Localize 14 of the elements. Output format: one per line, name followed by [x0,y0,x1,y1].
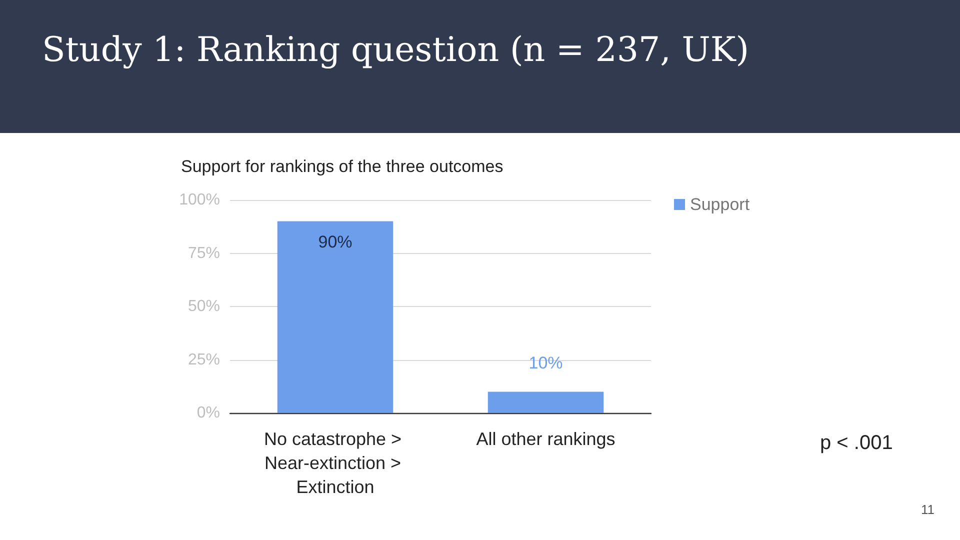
x-tick-label: No catastrophe > Near-extinction > Extinction [264,429,407,497]
y-tick-label: 50% [188,298,220,315]
chart-subtitle: Support for rankings of the three outcomes [181,157,504,176]
text: 11 [921,502,934,517]
x-tick-label: All other rankings [476,429,616,449]
y-tick-label: 75% [188,244,220,262]
data-label: 10% [528,354,563,373]
text: p < .001 [820,432,893,455]
y-tick-label: 100% [179,192,220,208]
legend-label: Support [690,195,750,214]
y-tick-label: 25% [188,351,220,368]
data-label: 90% [318,232,352,252]
y-tick-label: 0% [196,404,220,422]
chart-title: Study 1: Ranking question (n = 237, UK) [42,30,750,70]
